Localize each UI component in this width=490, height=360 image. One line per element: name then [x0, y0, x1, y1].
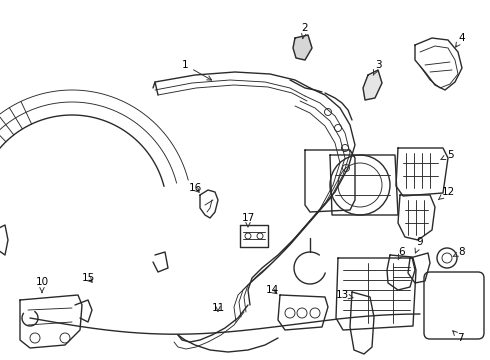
Text: 11: 11 [211, 303, 224, 313]
Text: 17: 17 [242, 213, 255, 227]
Text: 3: 3 [373, 60, 381, 75]
Text: 7: 7 [453, 331, 464, 343]
Text: 4: 4 [456, 33, 466, 47]
Text: 5: 5 [441, 150, 453, 160]
Text: 15: 15 [81, 273, 95, 283]
Polygon shape [293, 35, 312, 60]
Text: 12: 12 [439, 187, 455, 199]
Text: 2: 2 [301, 23, 308, 39]
Text: 16: 16 [188, 183, 201, 193]
Polygon shape [363, 70, 382, 100]
Text: 8: 8 [453, 247, 465, 257]
Text: 10: 10 [35, 277, 49, 293]
Text: 1: 1 [182, 60, 212, 80]
Text: 9: 9 [415, 237, 423, 253]
Text: 14: 14 [266, 285, 279, 295]
Text: 6: 6 [398, 247, 405, 260]
Text: 13: 13 [335, 290, 353, 300]
